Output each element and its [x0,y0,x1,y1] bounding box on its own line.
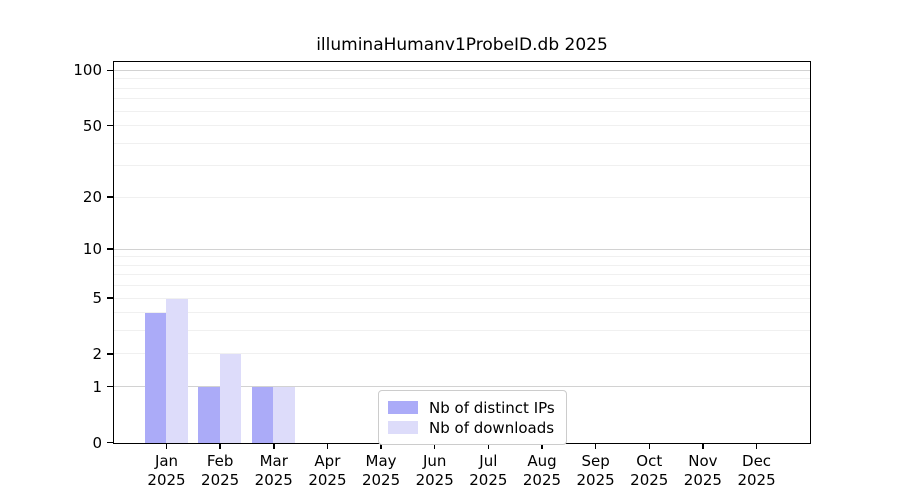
gridline-minor [114,285,810,287]
y-tick-mark [106,124,114,127]
legend-swatch-distinct-ips [388,401,418,414]
x-tick-mark [219,443,221,449]
x-tick-year: 2025 [308,471,347,489]
gridline-minor [114,125,810,127]
legend: Nb of distinct IPs Nb of downloads [378,390,567,445]
gridline-minor [114,256,810,258]
x-tick-month: Apr [314,452,341,470]
x-tick-month: Jun [422,452,447,470]
gridline-minor [114,312,810,314]
gridline-minor [114,98,810,100]
x-tick-mark [648,443,650,449]
plot-area [113,61,811,444]
y-tick-label: 5 [92,289,102,308]
bar-distinct-ips [144,313,166,443]
x-tick-mark [755,443,758,449]
x-tick-label: Nov 2025 [671,452,735,490]
x-tick-mark [273,443,275,449]
y-tick-label: 0 [92,433,102,452]
y-tick-label: 50 [82,116,102,135]
x-tick-label: Jan 2025 [135,452,199,490]
gridline-major [114,386,810,388]
x-tick-label: Jul 2025 [456,452,520,490]
x-tick-label: Feb 2025 [188,452,252,490]
y-tick-label: 2 [92,344,102,363]
x-tick-label: Aug 2025 [510,452,574,490]
legend-entry-distinct-ips: Nb of distinct IPs [388,398,557,417]
y-tick-label: 20 [82,188,102,207]
x-tick-year: 2025 [147,471,186,489]
x-tick-year: 2025 [630,471,669,489]
x-tick-year: 2025 [361,471,401,489]
legend-label-distinct-ips: Nb of distinct IPs [429,398,555,417]
y-tick-mark [106,69,114,72]
x-tick-mark [487,443,490,449]
gridline-major [114,69,810,71]
y-tick-mark [106,385,114,388]
gridline-minor [114,87,810,89]
x-tick-month: Feb [206,452,234,470]
x-tick-label: Mar 2025 [242,452,306,490]
x-tick-month: Aug [527,452,557,470]
x-tick-year: 2025 [737,471,776,489]
legend-label-downloads: Nb of downloads [429,418,555,437]
bar-downloads [219,354,242,443]
legend-swatch-downloads [388,421,418,434]
y-tick-mark [106,196,114,198]
x-tick-mark [380,443,382,449]
x-tick-year: 2025 [469,471,508,489]
bar-distinct-ips [251,387,274,443]
gridline-minor [114,353,810,355]
x-tick-year: 2025 [522,471,562,489]
x-tick-month: Nov [688,452,718,470]
gridline-major [114,248,810,250]
y-tick-label: 10 [82,240,102,259]
x-tick-year: 2025 [201,471,240,489]
x-tick-month: Dec [742,452,772,470]
x-tick-month: Jul [479,452,498,470]
gridline-minor [114,78,810,80]
x-tick-year: 2025 [683,471,722,489]
x-tick-label: Oct 2025 [617,452,681,490]
x-tick-mark [165,443,168,449]
chart-title: illuminaHumanv1ProbeID.db 2025 [316,35,608,55]
y-tick-label: 1 [92,377,102,396]
gridline-minor [114,142,810,144]
gridline-minor [114,110,810,112]
gridline-minor [114,165,810,167]
gridline-minor [114,264,810,266]
bar-downloads [273,387,295,443]
x-tick-year: 2025 [254,471,293,489]
y-tick-label: 100 [73,61,102,80]
x-tick-year: 2025 [415,471,454,489]
x-tick-label: May 2025 [349,452,413,490]
bar-distinct-ips [198,387,220,443]
x-tick-month: Oct [636,452,663,470]
gridline-minor [114,297,810,299]
x-tick-label: Apr 2025 [295,452,359,490]
legend-entry-downloads: Nb of downloads [388,418,557,437]
gridline-minor [114,274,810,276]
x-tick-mark [702,443,704,449]
gridline-minor [114,196,810,198]
y-tick-mark [106,441,114,444]
x-tick-label: Sep 2025 [564,452,628,490]
y-tick-mark [106,297,114,299]
x-tick-month: Mar [259,452,288,470]
y-tick-mark [106,248,114,250]
x-tick-month: Sep [581,452,610,470]
x-tick-mark [433,443,436,449]
y-tick-mark [106,353,114,355]
x-tick-label: Dec 2025 [725,452,789,490]
gridline-minor [114,330,810,332]
x-tick-month: Jan [154,452,179,470]
x-tick-month: May [365,452,397,470]
bar-downloads [166,298,188,443]
x-tick-mark [594,443,597,449]
x-tick-mark [541,443,543,449]
x-tick-year: 2025 [576,471,615,489]
x-tick-mark [326,443,329,449]
x-tick-label: Jun 2025 [403,452,467,490]
